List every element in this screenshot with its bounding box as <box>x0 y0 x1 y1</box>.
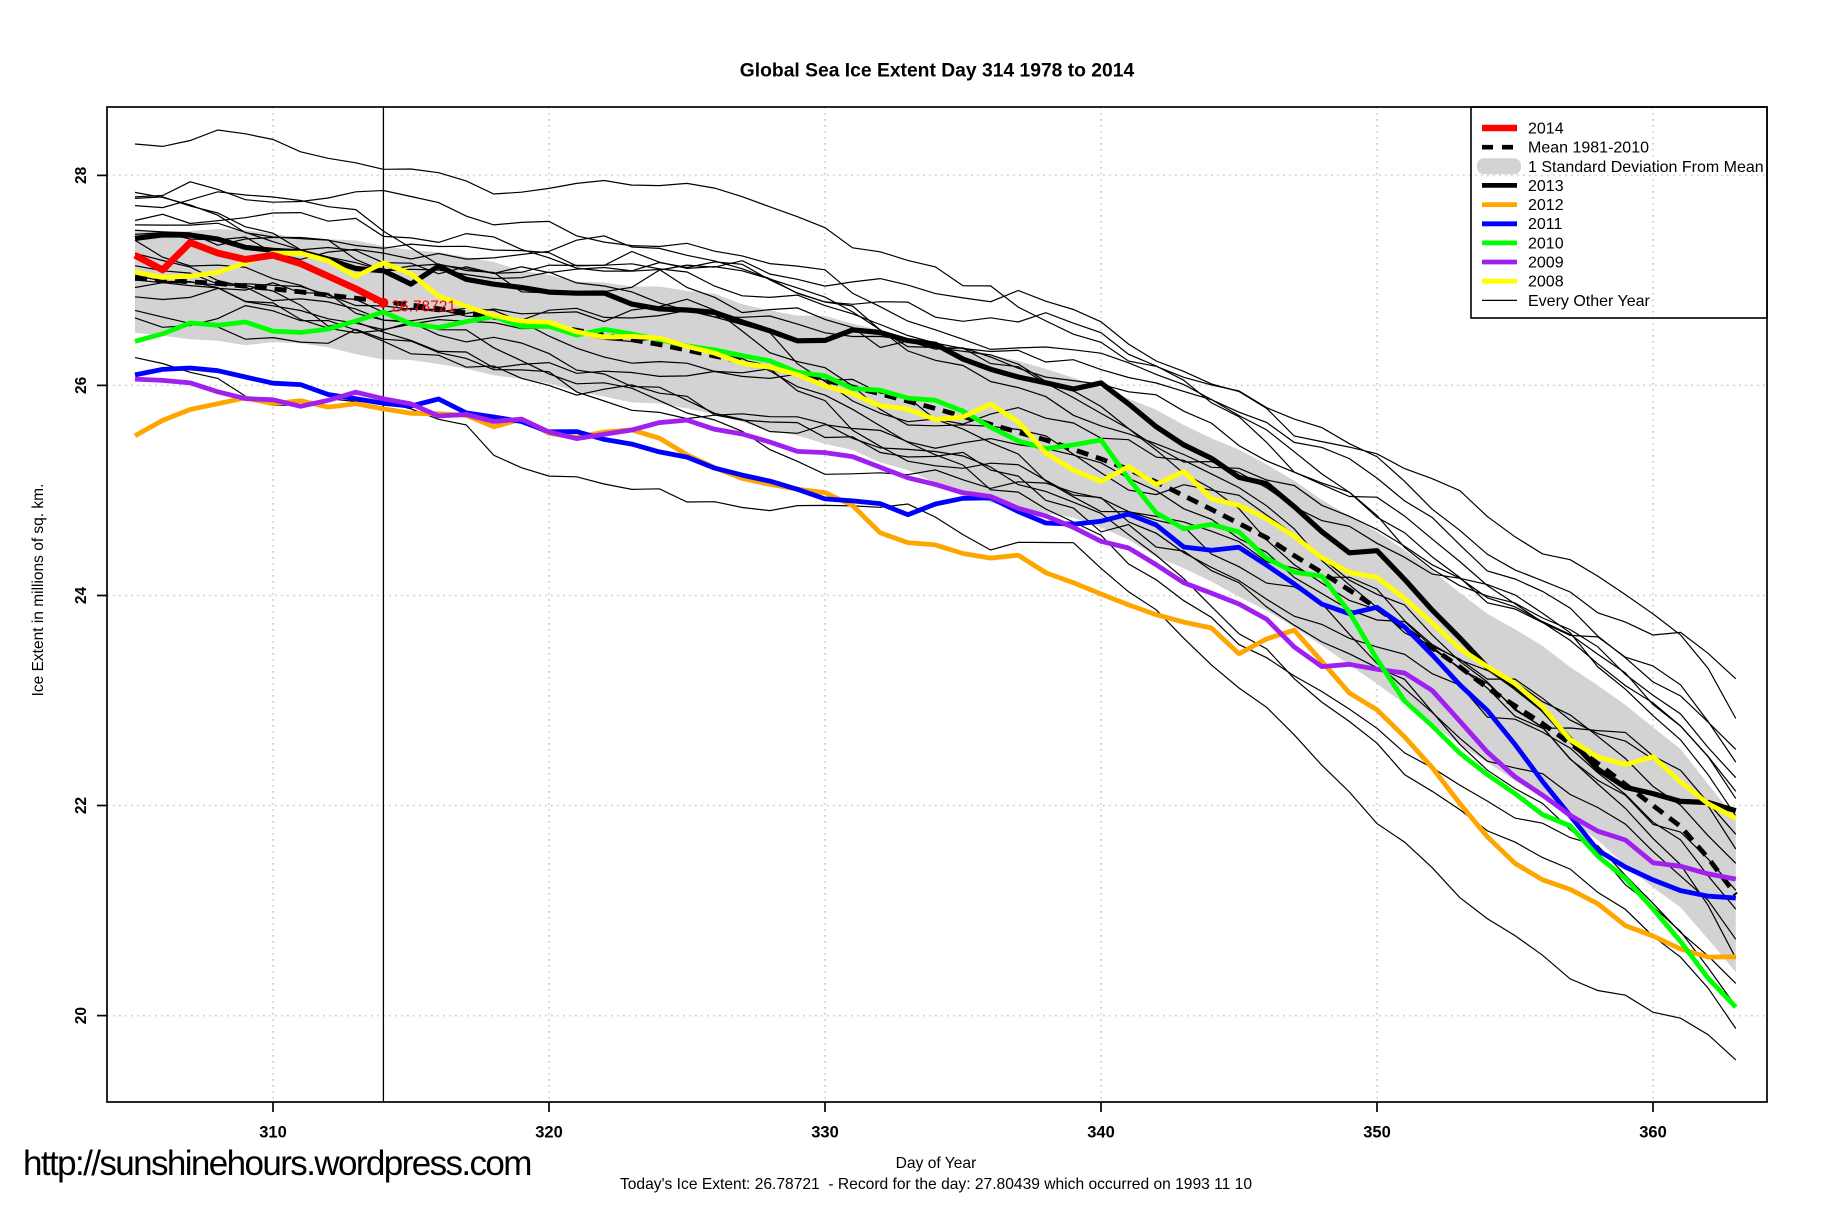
svg-text:360: 360 <box>1639 1124 1667 1142</box>
svg-text:Mean 1981-2010: Mean 1981-2010 <box>1528 140 1649 157</box>
svg-text:22: 22 <box>73 797 90 814</box>
svg-text:310: 310 <box>259 1124 287 1142</box>
svg-text:1 Standard Deviation From Mean: 1 Standard Deviation From Mean <box>1528 159 1764 176</box>
svg-text:2008: 2008 <box>1528 274 1564 291</box>
svg-text:Day of Year: Day of Year <box>896 1155 977 1172</box>
svg-text:320: 320 <box>535 1124 563 1142</box>
svg-text:26: 26 <box>73 376 90 394</box>
svg-text:2011: 2011 <box>1528 216 1563 233</box>
svg-text:20: 20 <box>73 1007 90 1024</box>
svg-text:2013: 2013 <box>1528 178 1564 195</box>
svg-text:Today's Ice Extent: 26.78721: Today's Ice Extent: 26.78721 - Record fo… <box>620 1176 1252 1193</box>
svg-text:2012: 2012 <box>1528 197 1564 214</box>
svg-text:350: 350 <box>1363 1124 1391 1142</box>
svg-text:26.78721: 26.78721 <box>391 298 456 315</box>
svg-text:340: 340 <box>1087 1124 1115 1142</box>
svg-text:330: 330 <box>811 1124 839 1142</box>
svg-text:28: 28 <box>73 166 90 184</box>
svg-text:Ice Extent in millions of sq.: Ice Extent in millions of sq. km. <box>30 484 47 697</box>
svg-text:24: 24 <box>73 587 90 605</box>
svg-text:2010: 2010 <box>1528 235 1564 252</box>
svg-text:2009: 2009 <box>1528 255 1564 272</box>
svg-text:Every Other Year: Every Other Year <box>1528 293 1651 310</box>
svg-text:Global Sea Ice Extent Day 314: Global Sea Ice Extent Day 314 1978 to 20… <box>740 61 1135 82</box>
svg-text:http://sunshinehours.wordpress: http://sunshinehours.wordpress.com <box>23 1144 531 1183</box>
svg-text:2014: 2014 <box>1528 121 1564 138</box>
